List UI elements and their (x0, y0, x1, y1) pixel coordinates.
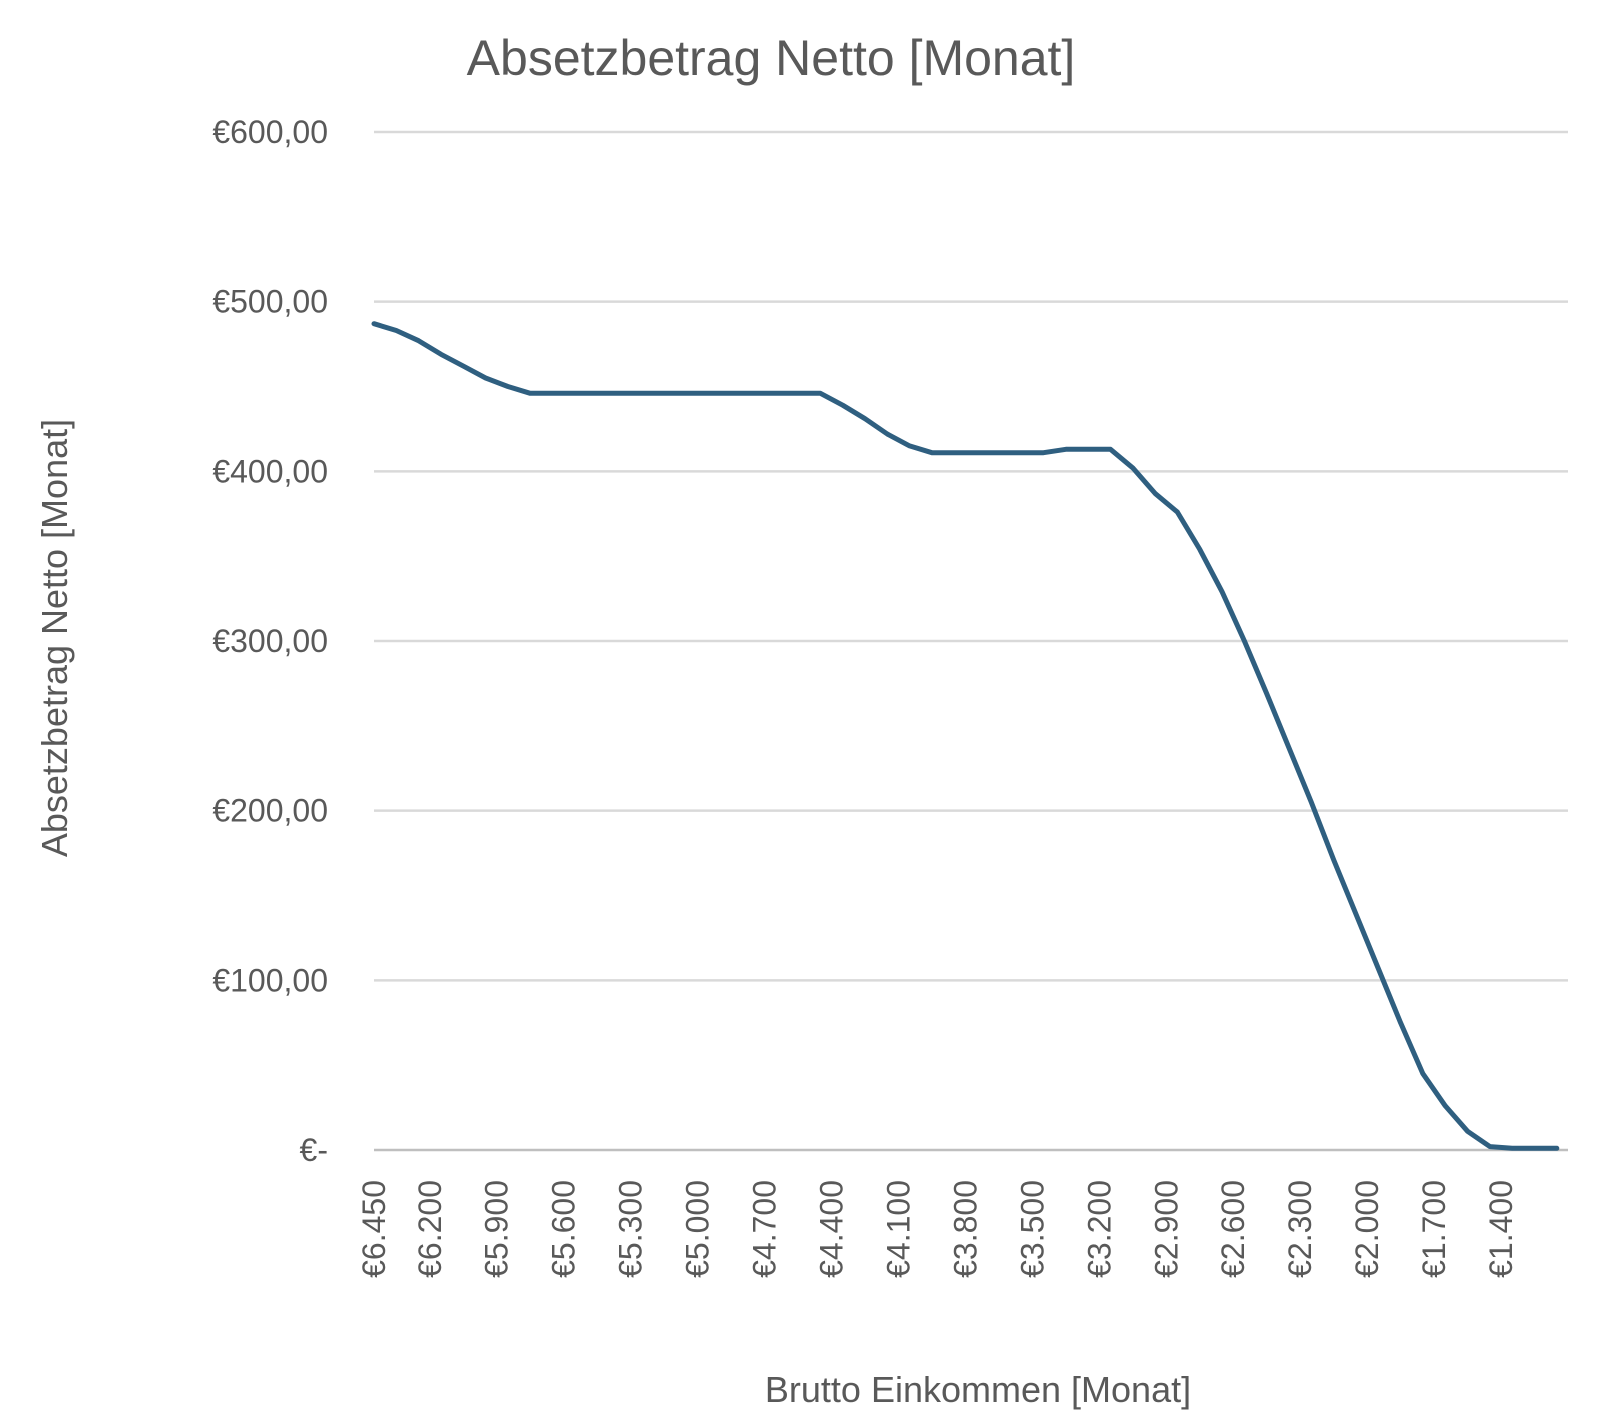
gridlines (374, 130, 1568, 982)
y-tick-label: €300,00 (212, 623, 328, 659)
x-tick-label: €5.300 (613, 1180, 649, 1278)
x-tick-label: €4.700 (747, 1180, 783, 1278)
x-axis-title: Brutto Einkommen [Monat] (765, 1369, 1191, 1410)
x-tick-label: €5.000 (680, 1180, 716, 1278)
x-tick-label: €2.900 (1148, 1180, 1184, 1278)
x-tick-label: €1.700 (1416, 1180, 1452, 1278)
y-tick-label: €200,00 (212, 793, 328, 829)
x-tick-label: €5.600 (546, 1180, 582, 1278)
y-tick-label: €600,00 (212, 114, 328, 150)
y-tick-label: €400,00 (212, 453, 328, 489)
x-tick-label: €5.900 (479, 1180, 515, 1278)
series-line (371, 321, 1560, 1151)
x-tick-label: €2.600 (1215, 1180, 1251, 1278)
y-tick-label: €- (300, 1132, 328, 1168)
x-tick-label: €6.200 (412, 1180, 448, 1278)
x-tick-label: €3.500 (1014, 1180, 1050, 1278)
x-tick-label: €3.800 (947, 1180, 983, 1278)
x-tick-label: €1.400 (1483, 1180, 1519, 1278)
x-tick-label: €4.400 (814, 1180, 850, 1278)
x-tick-label: €3.200 (1081, 1180, 1117, 1278)
y-tick-label: €500,00 (212, 284, 328, 320)
x-axis-ticks: €6.450 €6.200 €5.900 €5.600 €5.300 €5.000 €4.7… (356, 1180, 1519, 1278)
x-tick-label: €2.000 (1349, 1180, 1385, 1278)
y-axis-title: Absetzbetrag Netto [Monat] (34, 419, 75, 857)
y-axis-ticks: €- €100,00 €200,00 €300,00 €400,00 €500,00 €60… (212, 114, 328, 1168)
x-tick-label: €4.100 (881, 1180, 917, 1278)
x-tick-label: €6.450 (356, 1180, 392, 1278)
x-tick-label: €2.300 (1282, 1180, 1318, 1278)
chart-title: Absetzbetrag Netto [Monat] (467, 30, 1076, 86)
y-tick-label: €100,00 (212, 962, 328, 998)
